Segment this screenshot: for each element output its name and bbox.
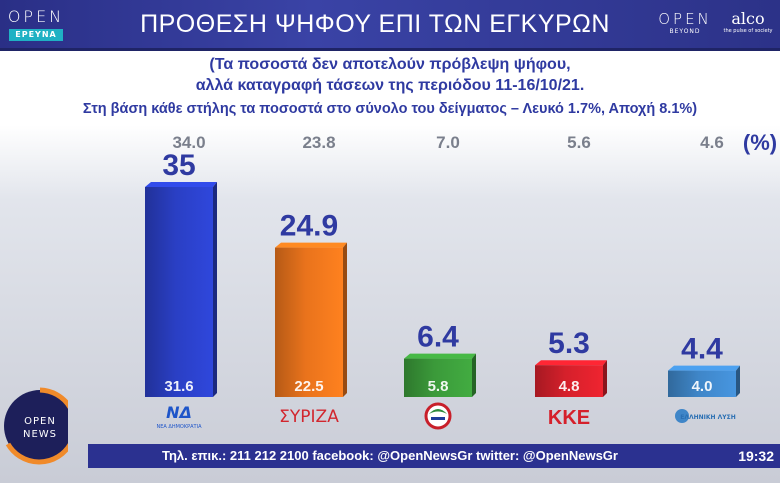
bar — [275, 247, 343, 397]
logo-word: alco — [731, 9, 765, 28]
bar-base-value-label: 5.8 — [428, 378, 449, 395]
bar-side — [472, 353, 476, 397]
contact-ticker: Τηλ. επικ.: 211 212 2100 facebook: @Open… — [162, 448, 618, 463]
bar-side — [736, 365, 740, 397]
sample-value-label: 34.0 — [172, 133, 205, 152]
bar-value-label: 6.4 — [417, 321, 459, 354]
news-logo-ring-bg — [4, 390, 76, 462]
sample-value-label: 4.6 — [700, 133, 724, 152]
subtitle-line-3: Στη βάση κάθε στήλης τα ποσοστά στο σύνο… — [82, 101, 698, 117]
logo-sub: BEYOND — [669, 28, 701, 35]
elliniki-lysi-logo-text: ΕΛΛΗΝΙΚΗ ΛΥΣΗ — [680, 414, 736, 421]
bar-side — [343, 242, 347, 397]
bar-base-value-label: 31.6 — [164, 378, 193, 395]
logo-sub: ΕΡΕΥΝΑ — [9, 29, 63, 41]
bar-top-cap — [668, 365, 740, 371]
bar — [668, 370, 736, 397]
nd-logo-subtext: ΝΕΑ ΔΗΜΟΚΡΑΤΙΑ — [156, 424, 202, 430]
open-beyond-logo: OPEN BEYOND — [654, 10, 716, 40]
bar-top-cap — [275, 242, 347, 248]
kke-logo-text: ΚΚΕ — [548, 407, 590, 429]
bar-base-value-label: 4.8 — [559, 378, 580, 395]
unit-label: (%) — [743, 130, 777, 155]
syriza-logo-text: ΣΥΡΙΖΑ — [279, 407, 339, 427]
news-logo-word1: OPEN — [24, 416, 56, 427]
open-news-logo: OPEN NEWS — [0, 384, 78, 474]
logo-word: OPEN — [658, 10, 712, 28]
page-title: ΠΡΟΘΕΣΗ ΨΗΦΟΥ ΕΠΙ ΤΩΝ ΕΓΚΥΡΩΝ — [140, 10, 610, 38]
logo-word: OPEN — [7, 7, 65, 26]
bar-top-cap — [535, 360, 607, 366]
subtitle-line-1: (Τα ποσοστά δεν αποτελούν πρόβλεψη ψήφου… — [209, 56, 571, 73]
sample-value-label: 5.6 — [567, 133, 591, 152]
bar — [145, 187, 213, 397]
open-erevna-logo: OPEN ΕΡΕΥΝΑ — [6, 7, 66, 43]
subtitle-line-2: αλλά καταγραφή τάσεων της περιόδου 11-16… — [195, 77, 585, 94]
bar-top-cap — [404, 353, 476, 359]
bar-side — [213, 182, 217, 397]
nd-logo-mark: ΝΔ — [166, 403, 192, 422]
pasok-logo-bar — [431, 417, 445, 420]
pasok-logo-sun — [429, 409, 447, 414]
alco-logo: alco the pulse of society — [722, 10, 774, 40]
bar — [404, 358, 472, 397]
news-logo-word2: NEWS — [23, 429, 57, 440]
sample-value-label: 23.8 — [302, 133, 335, 152]
bar-value-label: 5.3 — [548, 327, 590, 360]
clock: 19:32 — [738, 448, 774, 464]
bar-top-cap — [145, 182, 217, 187]
bar-value-label: 35 — [162, 149, 195, 182]
bar-value-label: 4.4 — [681, 333, 723, 366]
bar-value-label: 24.9 — [280, 210, 338, 243]
title-bar-underline — [0, 48, 780, 51]
bar-side — [603, 360, 607, 397]
sample-value-label: 7.0 — [436, 133, 460, 152]
bottom-ticker-bar — [88, 444, 780, 468]
bar-base-value-label: 4.0 — [692, 378, 713, 395]
bar — [535, 365, 603, 397]
title-bar — [0, 0, 780, 48]
pasok-logo-ring — [424, 402, 452, 430]
elliniki-lysi-logo-emblem — [675, 409, 689, 423]
logo-sub: the pulse of society — [723, 28, 773, 34]
bar-base-value-label: 22.5 — [294, 378, 323, 395]
